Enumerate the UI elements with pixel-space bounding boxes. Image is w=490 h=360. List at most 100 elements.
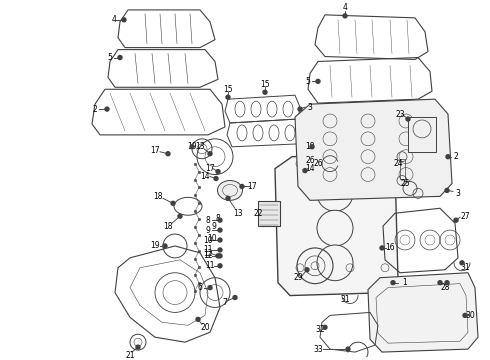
Text: 33: 33 [313,345,323,354]
Text: 5: 5 [108,53,112,62]
Text: 8: 8 [216,214,220,223]
Circle shape [216,170,220,174]
Circle shape [226,196,230,200]
Circle shape [445,281,449,285]
Circle shape [208,152,212,156]
Text: 26: 26 [305,156,315,165]
Text: 2: 2 [93,105,98,114]
Text: 9: 9 [212,222,217,231]
Bar [258,201,280,226]
Text: 23: 23 [395,109,405,118]
Circle shape [454,218,458,222]
Text: 15: 15 [223,85,233,94]
Bar [400,159,405,179]
Circle shape [303,168,307,172]
Text: 5: 5 [306,77,311,86]
Text: 31: 31 [340,295,350,304]
Text: 1: 1 [403,278,407,287]
Text: 32: 32 [315,325,325,334]
Circle shape [163,244,167,248]
Text: 3: 3 [308,103,313,112]
Text: 3: 3 [456,189,461,198]
Circle shape [317,210,353,246]
Text: 24: 24 [393,159,403,168]
Circle shape [218,238,222,242]
Circle shape [445,188,449,192]
Text: 17: 17 [205,164,215,173]
Circle shape [218,254,222,258]
Circle shape [316,79,320,83]
Ellipse shape [218,180,243,200]
Text: 28: 28 [440,283,450,292]
Circle shape [214,176,218,180]
Text: 14: 14 [305,164,315,173]
Text: 8: 8 [206,216,210,225]
Circle shape [171,201,175,205]
Text: 4: 4 [112,15,117,24]
Bar [408,117,436,152]
Text: 14: 14 [200,172,210,181]
Circle shape [463,314,467,318]
Circle shape [391,281,395,285]
Circle shape [323,325,327,329]
Circle shape [226,95,230,99]
Circle shape [166,152,170,156]
Text: 17: 17 [247,182,257,191]
Text: 17: 17 [150,146,160,155]
Circle shape [216,254,220,258]
Circle shape [380,246,384,250]
Circle shape [346,347,350,351]
Text: 6: 6 [197,283,202,292]
Text: 12: 12 [203,249,213,258]
Text: 4: 4 [343,4,347,13]
Circle shape [196,318,200,321]
Text: 7: 7 [222,298,227,307]
Circle shape [310,145,314,149]
Circle shape [460,261,464,265]
Text: 19: 19 [150,242,160,251]
Circle shape [343,14,347,18]
Circle shape [233,296,237,300]
Circle shape [105,107,109,111]
Text: 18: 18 [153,192,163,201]
Text: 2: 2 [454,152,458,161]
Text: 29: 29 [293,273,303,282]
Text: 19: 19 [187,142,197,151]
Circle shape [136,345,140,349]
Text: 25: 25 [400,179,410,188]
Circle shape [118,55,122,59]
Circle shape [317,245,353,281]
Circle shape [218,228,222,232]
Circle shape [208,285,212,289]
Circle shape [190,145,194,149]
Text: 30: 30 [465,311,475,320]
Text: 19: 19 [305,142,315,151]
Circle shape [298,107,302,111]
Text: 20: 20 [200,323,210,332]
Text: 11: 11 [205,261,215,270]
Text: 27: 27 [460,212,470,221]
Circle shape [317,176,353,211]
Circle shape [178,214,182,218]
Text: 21: 21 [125,351,135,360]
Text: 16: 16 [385,243,395,252]
Polygon shape [368,273,478,352]
Circle shape [240,184,244,188]
Text: 10: 10 [207,234,217,243]
Circle shape [263,90,267,94]
Text: 13: 13 [195,142,205,151]
Text: 13: 13 [233,209,243,218]
Polygon shape [295,99,452,200]
Circle shape [218,218,222,222]
Circle shape [406,117,410,121]
Text: 26: 26 [313,159,323,168]
Circle shape [446,155,450,159]
Text: 11: 11 [203,246,213,255]
Circle shape [122,18,126,22]
Text: 12: 12 [203,251,213,260]
Circle shape [218,248,222,252]
Text: 9: 9 [206,226,210,235]
Circle shape [305,268,309,272]
Text: 18: 18 [163,222,173,231]
Circle shape [438,281,442,285]
